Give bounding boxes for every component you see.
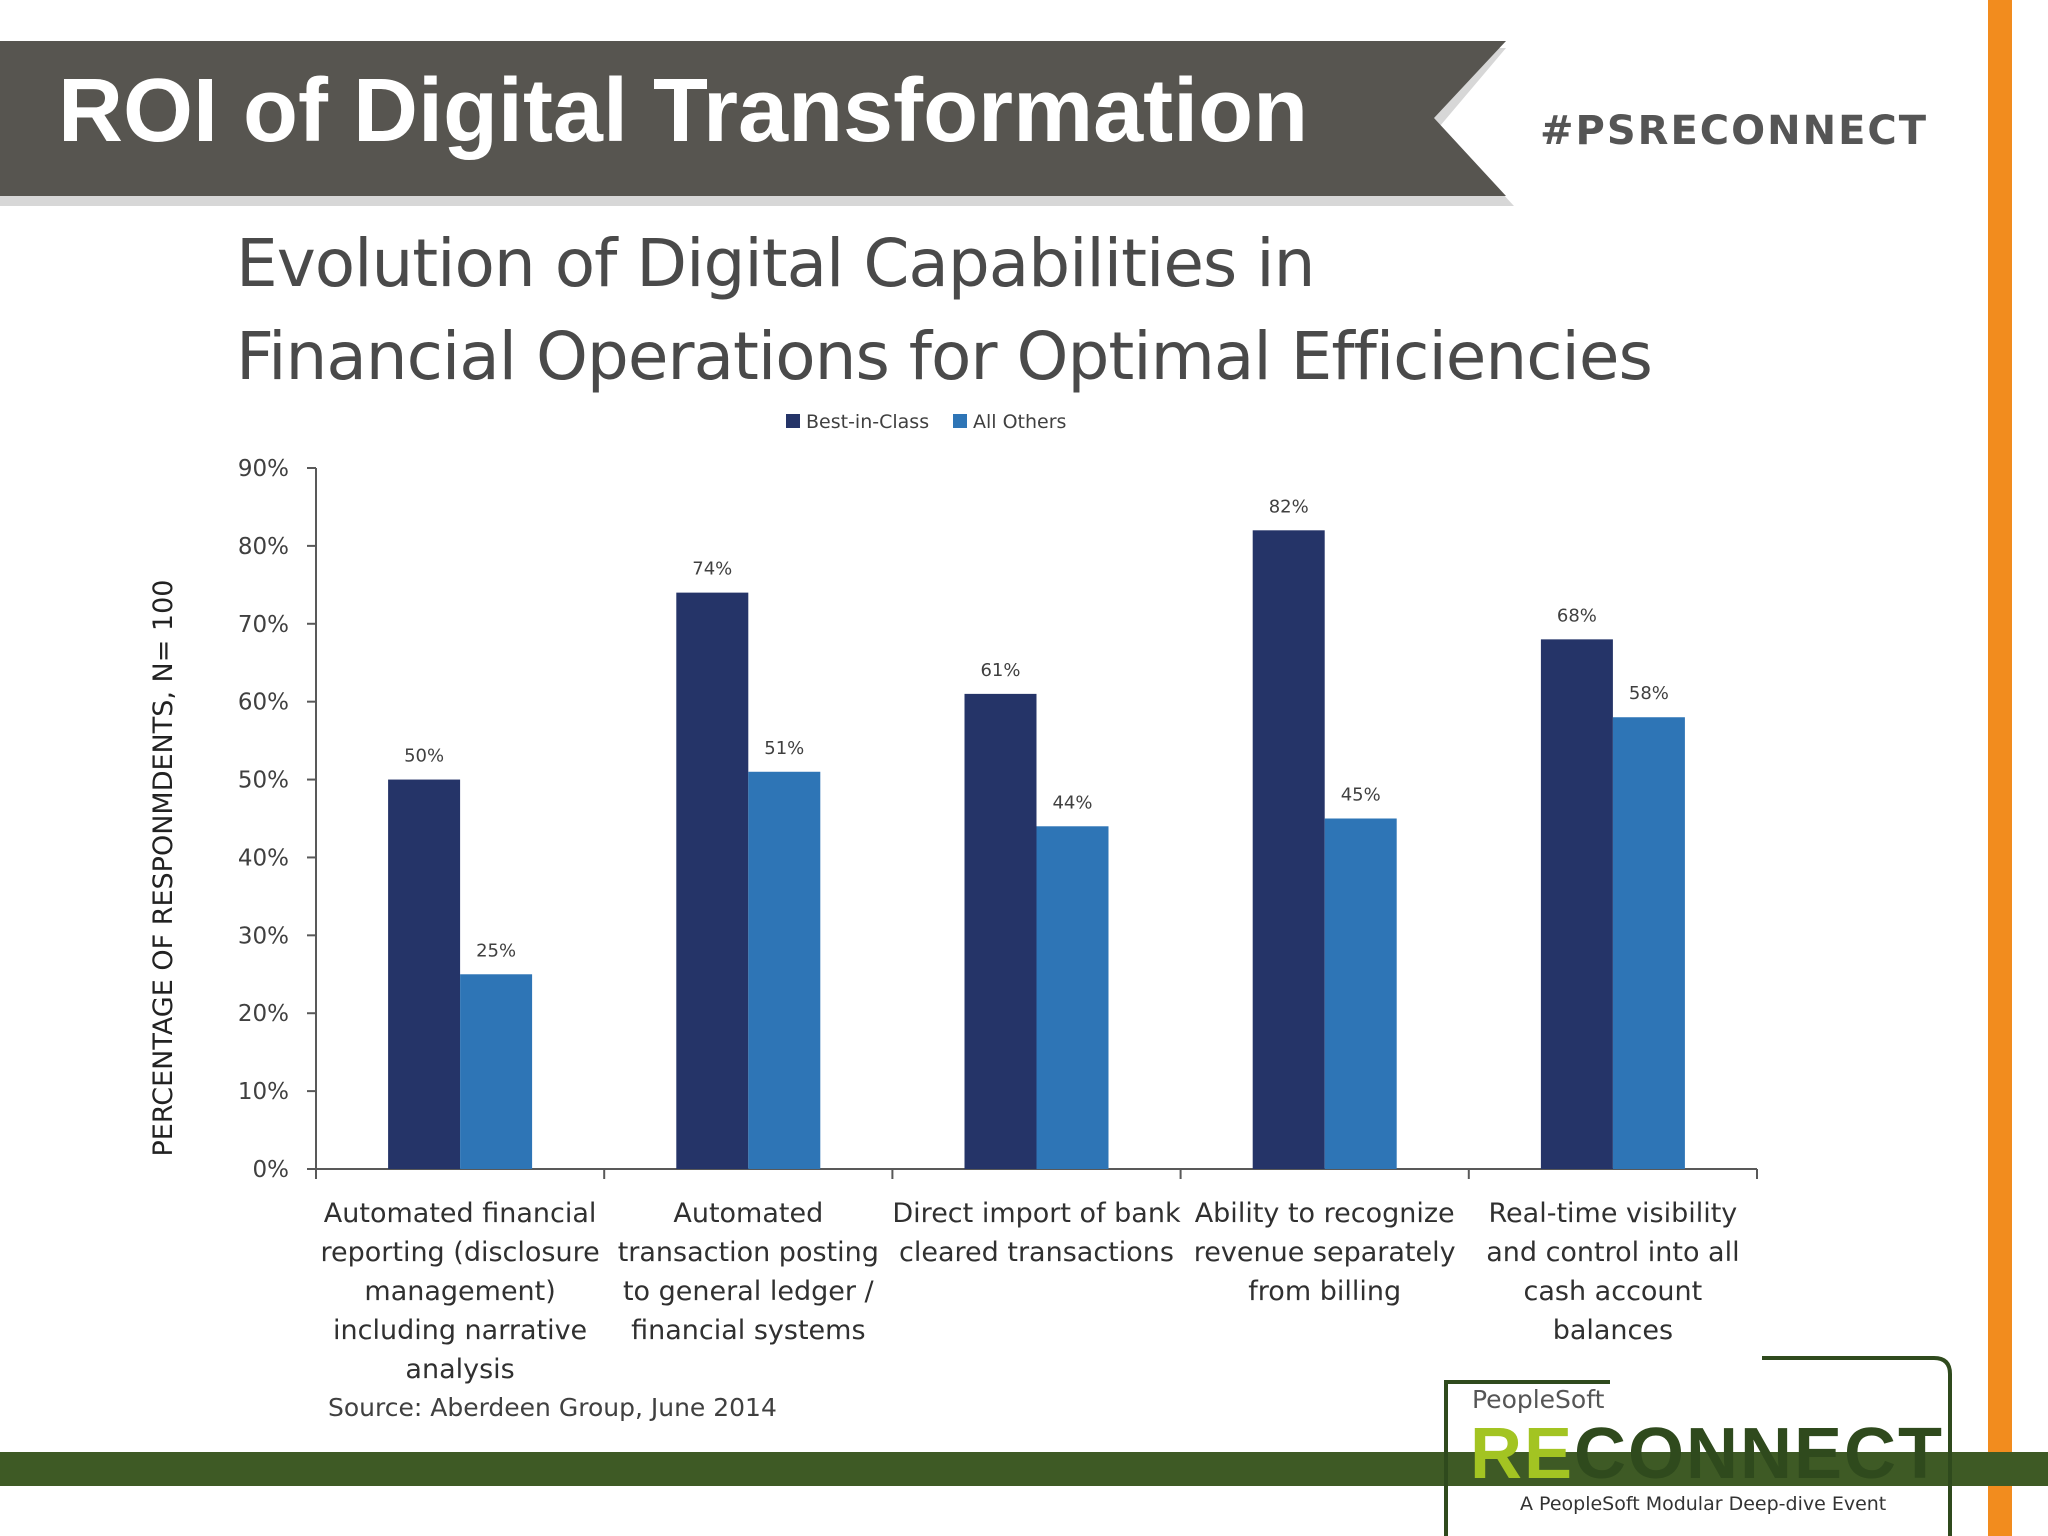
- legend-label: Best-in-Class: [806, 411, 929, 433]
- bar-all-others: [1612, 717, 1685, 1169]
- y-tick-label: 50%: [238, 768, 289, 794]
- bar-all-others: [1036, 826, 1109, 1169]
- bar-value-label: 68%: [1557, 605, 1597, 626]
- bar-best-in-class: [1252, 530, 1325, 1169]
- y-tick-label: 60%: [238, 690, 289, 716]
- x-category-label: and control into all: [1486, 1237, 1739, 1268]
- x-category-label: cleared transactions: [899, 1237, 1174, 1268]
- page-title: ROI of Digital Transformation: [58, 61, 1309, 161]
- bar-value-label: 74%: [692, 559, 732, 580]
- logo-name-connect: CONNECT: [1574, 1414, 1945, 1494]
- y-tick-label: 90%: [238, 456, 289, 482]
- logo-tagline: A PeopleSoft Modular Deep-dive Event: [1520, 1493, 1887, 1515]
- bar-value-label: 61%: [980, 660, 1020, 681]
- x-category-label: cash account: [1524, 1276, 1703, 1307]
- bar-all-others: [1324, 818, 1397, 1169]
- y-tick-label: 70%: [238, 612, 289, 638]
- y-tick-label: 20%: [238, 1001, 289, 1027]
- bar-value-label: 58%: [1629, 683, 1669, 704]
- legend-label: All Others: [973, 411, 1066, 433]
- bar-best-in-class: [388, 779, 461, 1169]
- bar-value-label: 25%: [476, 940, 516, 961]
- bar-value-label: 44%: [1052, 792, 1092, 813]
- title-banner-band: [0, 41, 1506, 196]
- x-category-label: analysis: [405, 1354, 514, 1385]
- legend-swatch: [953, 414, 967, 428]
- x-category-label: transaction posting: [618, 1237, 879, 1268]
- bar-value-label: 82%: [1269, 496, 1309, 517]
- x-category-label: Automated: [673, 1198, 823, 1229]
- orange-accent-bar: [1988, 0, 2012, 1536]
- x-category-label: Direct import of bank: [892, 1198, 1181, 1229]
- chart-subtitle-line-2: Financial Operations for Optimal Efficie…: [236, 318, 1653, 395]
- y-axis-title: PERCENTAGE OF RESPONMDENTS, N= 100: [148, 580, 179, 1157]
- y-tick-label: 0%: [253, 1157, 290, 1183]
- x-category-label: Real-time visibility: [1489, 1198, 1738, 1229]
- reconnect-logo: RECONNECT: [1470, 1418, 1944, 1490]
- hashtag-label: #PSRECONNECT: [1540, 108, 1929, 154]
- bar-value-label: 50%: [404, 746, 444, 767]
- x-category-label: Automated financial: [324, 1198, 597, 1229]
- y-tick-label: 80%: [238, 534, 289, 560]
- chart-subtitle-line-1: Evolution of Digital Capabilities in: [236, 225, 1315, 302]
- bar-best-in-class: [1540, 639, 1613, 1169]
- x-category-label: including narrative: [333, 1315, 587, 1346]
- x-category-label: Ability to recognize: [1195, 1198, 1455, 1229]
- x-category-label: balances: [1553, 1315, 1673, 1346]
- title-banner: [0, 41, 1514, 206]
- bar-best-in-class: [964, 693, 1037, 1169]
- x-category-label: from billing: [1248, 1276, 1401, 1307]
- bar-all-others: [748, 771, 821, 1169]
- legend-swatch: [786, 414, 800, 428]
- x-category-label: to general ledger /: [623, 1276, 875, 1307]
- logo-name-re: RE: [1470, 1414, 1575, 1494]
- bar-best-in-class: [676, 592, 749, 1169]
- y-tick-label: 10%: [238, 1079, 289, 1105]
- bar-value-label: 45%: [1341, 785, 1381, 806]
- bar-value-label: 51%: [764, 738, 804, 759]
- x-category-label: revenue separately: [1194, 1237, 1456, 1268]
- y-tick-label: 30%: [238, 923, 289, 949]
- x-category-label: financial systems: [631, 1315, 865, 1346]
- x-category-label: reporting (disclosure: [320, 1237, 599, 1268]
- bar-all-others: [460, 974, 533, 1169]
- y-tick-label: 40%: [238, 845, 289, 871]
- x-category-label: management): [364, 1276, 555, 1307]
- logo-brand-text: PeopleSoft: [1472, 1385, 1605, 1414]
- source-note: Source: Aberdeen Group, June 2014: [328, 1393, 777, 1422]
